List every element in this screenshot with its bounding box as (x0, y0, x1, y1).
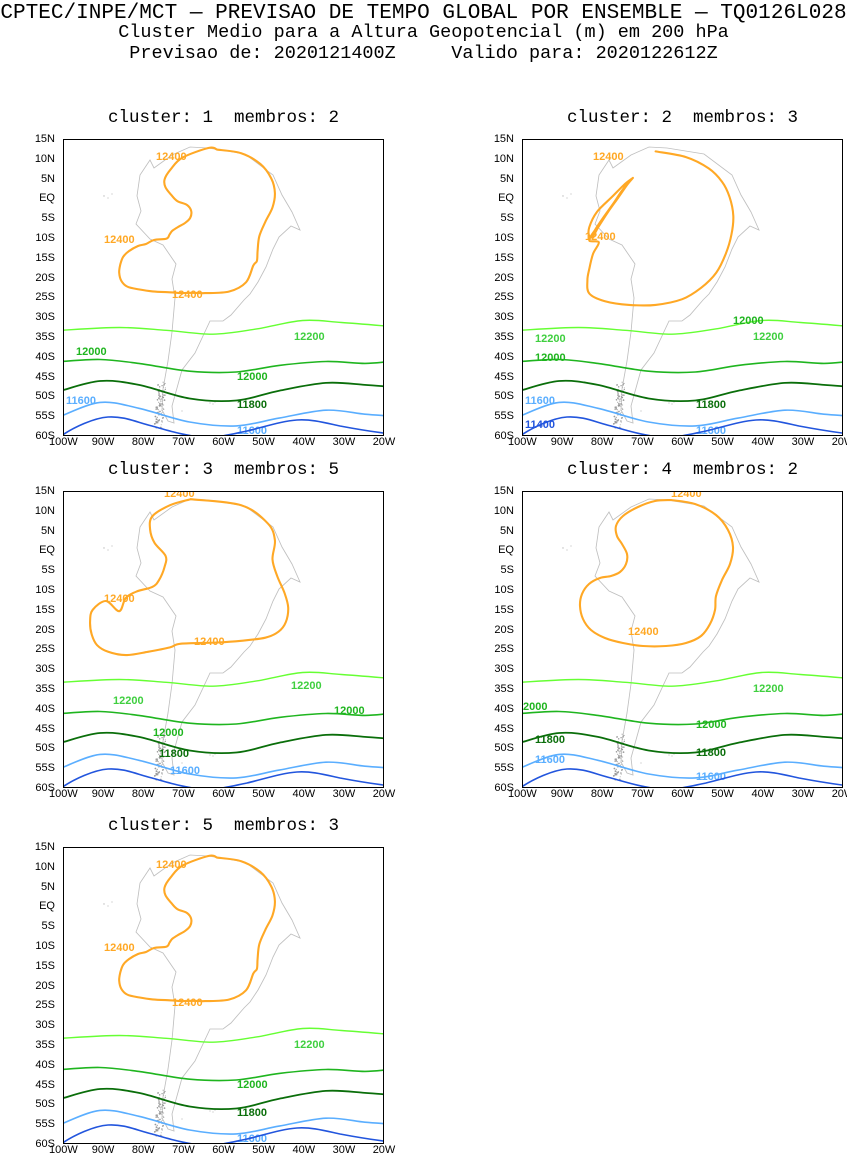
svg-text:11800: 11800 (696, 747, 726, 759)
svg-text:12400: 12400 (156, 859, 187, 871)
svg-text:12000: 12000 (76, 346, 107, 358)
svg-text:12000: 12000 (535, 352, 566, 364)
svg-text:12400: 12400 (164, 491, 195, 500)
svg-text:12400: 12400 (104, 234, 135, 246)
svg-text:12200: 12200 (753, 331, 784, 343)
svg-text:12400: 12400 (104, 593, 135, 605)
svg-text:12400: 12400 (172, 289, 203, 301)
svg-text:11600: 11600 (535, 754, 565, 766)
svg-text:12200: 12200 (294, 331, 325, 343)
svg-text:11600: 11600 (66, 395, 96, 407)
svg-text:12400: 12400 (585, 231, 616, 243)
svg-text:12200: 12200 (291, 680, 322, 692)
svg-text:12400: 12400 (104, 942, 135, 954)
svg-text:2000: 2000 (523, 701, 547, 713)
svg-text:12400: 12400 (194, 636, 225, 648)
svg-text:12200: 12200 (113, 695, 144, 707)
svg-text:11600: 11600 (170, 765, 200, 777)
svg-text:12000: 12000 (237, 1079, 268, 1091)
svg-text:12400: 12400 (671, 491, 702, 500)
svg-text:12400: 12400 (156, 151, 187, 163)
svg-text:12000: 12000 (153, 727, 184, 739)
svg-text:12000: 12000 (733, 315, 764, 327)
svg-text:12400: 12400 (628, 626, 659, 638)
svg-text:11800: 11800 (159, 748, 189, 760)
svg-text:12000: 12000 (696, 719, 727, 731)
svg-text:11800: 11800 (237, 1107, 267, 1119)
svg-text:12000: 12000 (237, 371, 268, 383)
svg-text:12400: 12400 (172, 997, 203, 1009)
svg-text:11800: 11800 (535, 734, 565, 746)
svg-text:11800: 11800 (696, 399, 726, 411)
svg-text:12200: 12200 (535, 333, 566, 345)
svg-text:11600: 11600 (525, 395, 555, 407)
svg-text:12200: 12200 (753, 683, 784, 695)
svg-text:12400: 12400 (593, 151, 624, 163)
svg-text:11400: 11400 (525, 419, 555, 431)
svg-text:12200: 12200 (294, 1039, 325, 1051)
svg-text:12000: 12000 (334, 705, 365, 717)
svg-text:11800: 11800 (237, 399, 267, 411)
